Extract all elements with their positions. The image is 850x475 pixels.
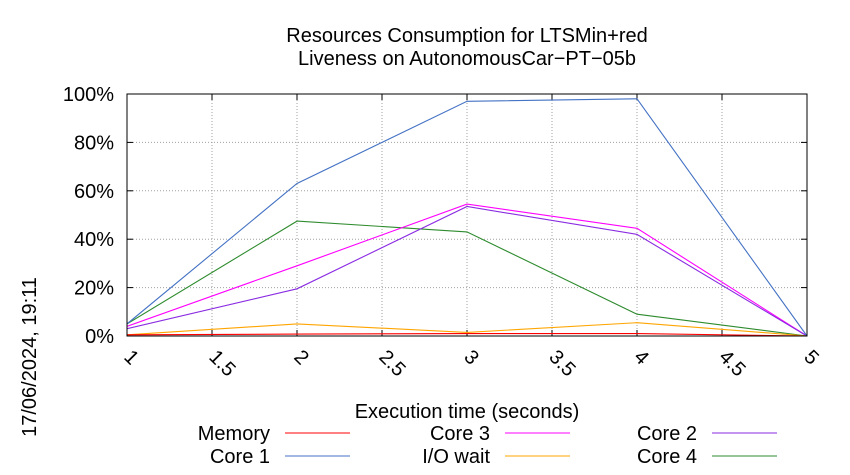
x-tick-label: 4: [629, 346, 652, 369]
legend-label-core-3: Core 3: [430, 423, 490, 445]
chart-title-line-1: Resources Consumption for LTSMin+red: [286, 25, 647, 47]
series-line-core-4: [126, 220, 808, 337]
x-tick-label: 3.5: [544, 346, 579, 381]
x-tick-label: 5: [799, 346, 822, 369]
y-tick-label: 0%: [85, 326, 114, 348]
legend-label-core-2: Core 2: [637, 423, 697, 445]
legend-label-core-1: Core 1: [210, 446, 270, 468]
series-line-memory: [126, 333, 808, 337]
x-tick-label: 1: [119, 346, 142, 369]
x-tick-label: 1.5: [204, 346, 239, 381]
x-tick-label: 2.5: [374, 346, 409, 381]
x-axis-label: Execution time (seconds): [355, 401, 580, 423]
series-line-i-o-wait: [126, 322, 808, 337]
x-tick-label: 2: [289, 346, 312, 369]
series-line-core-3: [126, 203, 808, 337]
x-tick-label: 3: [459, 346, 482, 369]
y-tick-label: 60%: [74, 181, 114, 203]
timestamp-label: 17/06/2024, 19:11: [19, 277, 41, 437]
y-tick-label: 20%: [74, 278, 114, 300]
y-tick-label: 80%: [74, 132, 114, 154]
chart-title-line-2: Liveness on AutonomousCar−PT−05b: [298, 48, 636, 70]
plot-series: [126, 98, 808, 337]
x-tick-label: 4.5: [714, 346, 749, 381]
y-tick-label: 100%: [63, 84, 114, 106]
series-line-core-2: [126, 205, 808, 337]
plot-border: [126, 93, 808, 337]
legend-label-core-4: Core 4: [637, 446, 697, 468]
axes: 0% 20% 40% 60% 80% 100% 1 1.5 2 2.5 3 3.5 4 4.5 5: [63, 84, 823, 381]
legend-label-i-o-wait: I/O wait: [422, 446, 490, 468]
series-line-core-1: [126, 98, 808, 337]
y-tick-label: 40%: [74, 229, 114, 251]
legend-label-memory: Memory: [198, 423, 270, 445]
grid: [127, 94, 807, 336]
